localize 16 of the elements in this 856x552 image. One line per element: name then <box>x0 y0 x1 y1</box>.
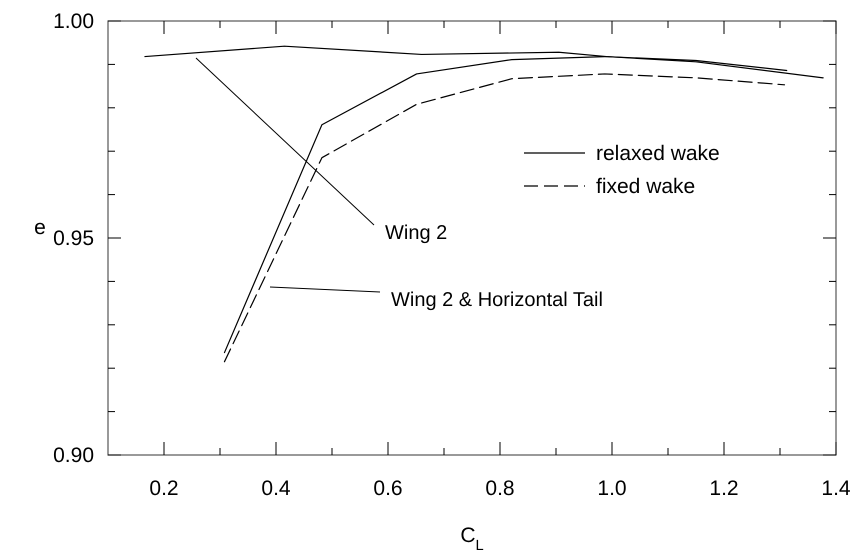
x-tick-label: 0.2 <box>149 477 179 500</box>
y-tick-label: 1.00 <box>53 10 94 33</box>
x-tick-label: 1.2 <box>709 477 739 500</box>
legend-label: relaxed wake <box>596 142 720 165</box>
x-tick-label: 1.0 <box>597 477 627 500</box>
y-tick-label: 0.90 <box>53 444 94 467</box>
x-axis-title: C$_{L}$ <box>460 524 484 552</box>
x-tick-label: 0.4 <box>261 477 291 500</box>
annotation: Wing 2 & Horizontal Tail <box>391 289 603 311</box>
y-tick-label: 0.95 <box>53 227 94 250</box>
x-tick-label: 1.4 <box>821 477 851 500</box>
x-tick-label: 0.8 <box>485 477 515 500</box>
y-axis-title: e <box>34 216 46 239</box>
legend-label: fixed wake <box>596 175 696 198</box>
x-tick-label: 0.6 <box>373 477 403 500</box>
annotation: Wing 2 <box>385 222 448 244</box>
